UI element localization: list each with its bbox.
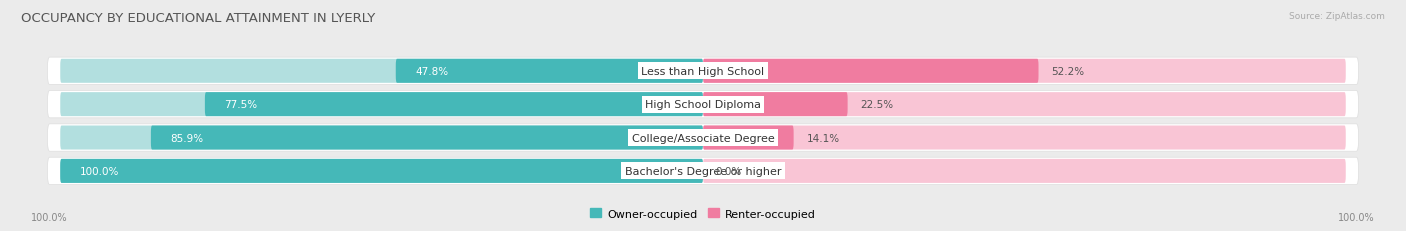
Legend: Owner-occupied, Renter-occupied: Owner-occupied, Renter-occupied [586,204,820,223]
Text: College/Associate Degree: College/Associate Degree [631,133,775,143]
Text: 52.2%: 52.2% [1052,67,1084,76]
FancyBboxPatch shape [703,60,1039,83]
FancyBboxPatch shape [703,126,793,150]
Text: 100.0%: 100.0% [1339,212,1375,222]
FancyBboxPatch shape [60,159,703,183]
Text: 22.5%: 22.5% [860,100,894,110]
Text: Bachelor's Degree or higher: Bachelor's Degree or higher [624,166,782,176]
Text: Source: ZipAtlas.com: Source: ZipAtlas.com [1289,12,1385,21]
FancyBboxPatch shape [205,93,703,117]
FancyBboxPatch shape [703,93,1346,117]
FancyBboxPatch shape [395,60,703,83]
FancyBboxPatch shape [60,60,703,83]
Text: OCCUPANCY BY EDUCATIONAL ATTAINMENT IN LYERLY: OCCUPANCY BY EDUCATIONAL ATTAINMENT IN L… [21,12,375,24]
FancyBboxPatch shape [48,91,1358,118]
FancyBboxPatch shape [48,124,1358,152]
FancyBboxPatch shape [150,126,703,150]
FancyBboxPatch shape [703,126,1346,150]
Text: Less than High School: Less than High School [641,67,765,76]
FancyBboxPatch shape [60,93,703,117]
Text: High School Diploma: High School Diploma [645,100,761,110]
Text: 100.0%: 100.0% [31,212,67,222]
FancyBboxPatch shape [703,159,1346,183]
FancyBboxPatch shape [48,58,1358,85]
FancyBboxPatch shape [48,158,1358,185]
Text: 14.1%: 14.1% [807,133,839,143]
FancyBboxPatch shape [60,159,703,183]
Text: 77.5%: 77.5% [224,100,257,110]
Text: 100.0%: 100.0% [80,166,120,176]
FancyBboxPatch shape [703,60,1346,83]
Text: 85.9%: 85.9% [170,133,204,143]
FancyBboxPatch shape [60,126,703,150]
Text: 0.0%: 0.0% [716,166,742,176]
Text: 47.8%: 47.8% [415,67,449,76]
FancyBboxPatch shape [703,93,848,117]
